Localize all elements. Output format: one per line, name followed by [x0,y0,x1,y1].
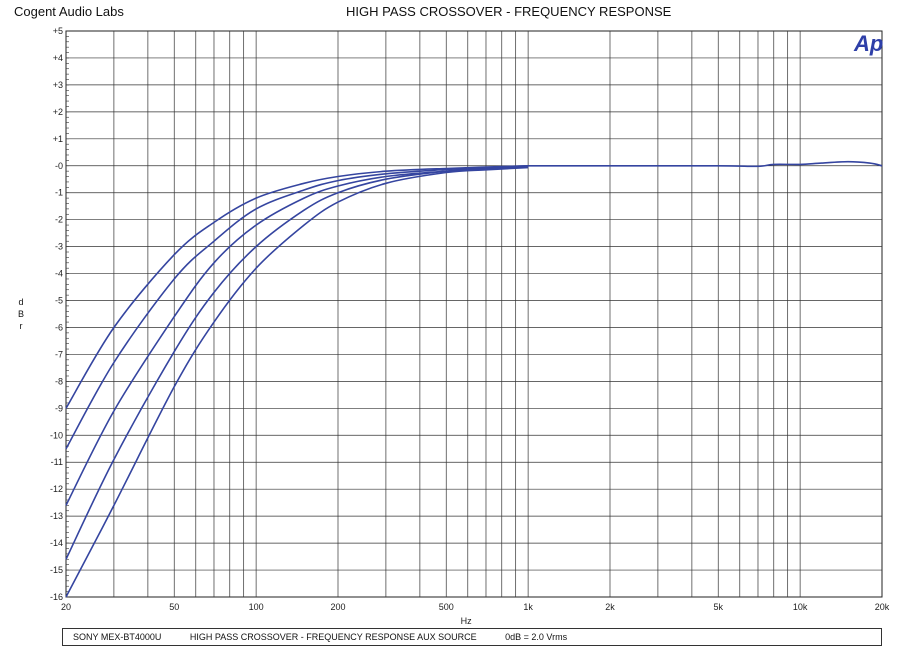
x-axis-label: Hz [461,616,472,626]
y-tick-label: -11 [51,457,63,467]
y-tick-label: -5 [55,296,63,306]
y-tick-label: -0 [55,161,63,171]
series-line-5 [65,166,529,598]
y-tick-label: -6 [55,322,63,332]
footer-description: HIGH PASS CROSSOVER - FREQUENCY RESPONSE… [189,632,477,642]
x-tick-label: 10k [793,602,808,612]
footer-info-bar: SONY MEX-BT4000U HIGH PASS CROSSOVER - F… [62,628,882,646]
y-tick-label: -10 [50,430,63,440]
x-tick-label: 1k [523,602,533,612]
ap-logo: Ap [853,31,883,56]
x-tick-label: 20k [875,602,890,612]
x-tick-label: 5k [713,602,723,612]
y-axis-label: d B r [16,296,26,332]
y-axis-label-d: d [18,297,24,307]
y-tick-label: -2 [55,215,63,225]
y-tick-label: +1 [53,134,63,144]
x-tick-label: 500 [439,602,454,612]
y-tick-label: -1 [55,188,63,198]
y-axis-label-r: r [19,321,23,331]
y-tick-label: +5 [53,26,63,36]
y-axis-label-B: B [17,309,24,319]
plot-frame [65,30,883,598]
chart-title: HIGH PASS CROSSOVER - FREQUENCY RESPONSE [346,4,672,19]
footer-reference: 0dB = 2.0 Vrms [505,632,568,642]
series-line-2 [65,165,529,450]
y-tick-label: +2 [53,107,63,117]
x-tick-label: 20 [61,602,71,612]
y-tick-label: -7 [55,349,63,359]
y-tick-label: -15 [50,565,63,575]
y-tick-label: -13 [50,511,63,521]
y-tick-label: -9 [55,403,63,413]
x-tick-label: 200 [330,602,345,612]
y-tick-label: -3 [55,242,63,252]
y-tick-label: -8 [55,376,63,386]
series-line-common-tail [528,160,883,168]
x-tick-label: 50 [169,602,179,612]
x-tick-label: 2k [605,602,615,612]
company-name: Cogent Audio Labs [14,4,124,19]
y-tick-label: -4 [55,269,63,279]
series-line-4 [65,166,529,560]
y-tick-label: -16 [50,592,63,602]
y-tick-label: -14 [50,538,63,548]
y-tick-label: -12 [50,484,63,494]
y-tick-label: +3 [53,80,63,90]
x-tick-label: 100 [249,602,264,612]
footer-device: SONY MEX-BT4000U [73,632,162,642]
series-line-1 [65,165,529,409]
y-tick-label: +4 [53,53,63,63]
